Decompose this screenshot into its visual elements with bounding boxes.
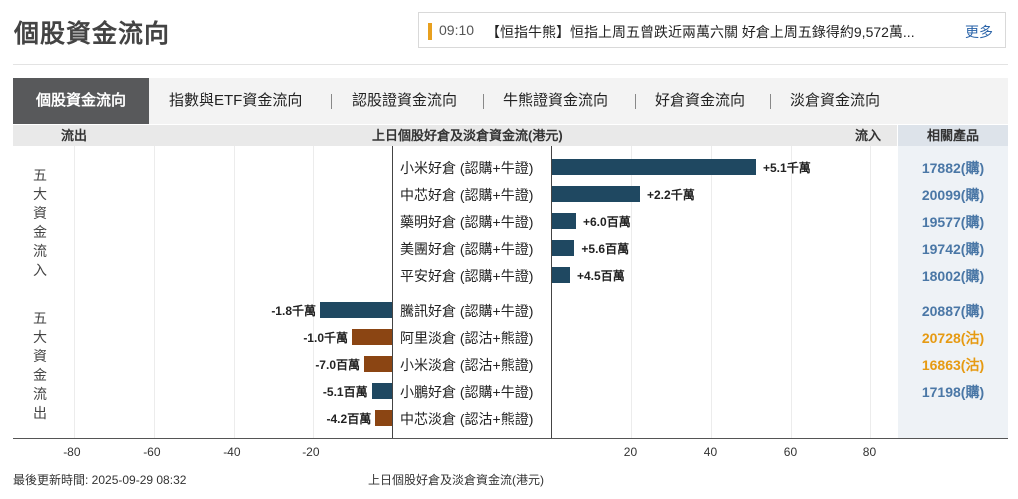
- related-product-link[interactable]: 17198(購): [921, 384, 985, 400]
- related-product-link[interactable]: 20099(購): [921, 187, 985, 203]
- row-label: 阿里淡倉 (認沽+熊證): [400, 330, 534, 346]
- row-label: 小鵬好倉 (認購+牛證): [400, 384, 534, 400]
- chart-header: 流出 上日個股好倉及淡倉資金流(港元) 流入: [13, 125, 897, 146]
- bar[interactable]: [371, 383, 392, 399]
- grid-line: [631, 146, 632, 438]
- bar-value-label: +6.0百萬: [583, 215, 631, 229]
- axis-caption: 上日個股好倉及淡倉資金流(港元): [368, 473, 544, 487]
- related-product-link[interactable]: 20728(沽): [921, 330, 985, 346]
- news-marker: [428, 23, 432, 40]
- bar[interactable]: [552, 186, 640, 202]
- related-products-column: [898, 146, 1008, 438]
- x-tick-label: 40: [703, 445, 718, 459]
- bar[interactable]: [364, 356, 392, 372]
- grid-line: [870, 146, 871, 438]
- bar-value-label: +4.5百萬: [577, 269, 625, 283]
- tab-stock-fund-flow[interactable]: 個股資金流向: [13, 78, 149, 124]
- last-updated: 最後更新時間: 2025-09-29 08:32: [13, 473, 187, 487]
- grid-line: [154, 146, 155, 438]
- grid-line: [313, 146, 314, 438]
- news-more-link[interactable]: 更多: [965, 24, 993, 40]
- bar-value-label: +2.2千萬: [647, 188, 695, 202]
- row-label: 中芯淡倉 (認沽+熊證): [400, 411, 534, 427]
- x-tick-label: -60: [143, 445, 161, 459]
- bar[interactable]: [375, 410, 392, 426]
- grid-line: [74, 146, 75, 438]
- bar[interactable]: [320, 302, 392, 318]
- x-tick-label: -40: [223, 445, 241, 459]
- bar-value-label: -4.2百萬: [326, 412, 372, 426]
- top-divider: [13, 64, 1008, 65]
- tab-separator: [331, 94, 332, 109]
- x-tick-label: -80: [63, 445, 81, 459]
- zero-axis-line: [551, 146, 552, 438]
- bar[interactable]: [352, 329, 392, 345]
- tab-warrant-fund-flow[interactable]: 認股證資金流向: [352, 92, 458, 109]
- grid-line: [711, 146, 712, 438]
- tab-long-fund-flow[interactable]: 好倉資金流向: [655, 92, 746, 109]
- x-tick-label: 60: [783, 445, 798, 459]
- tab-separator: [770, 94, 771, 109]
- row-label: 騰訊好倉 (認購+牛證): [400, 303, 534, 319]
- related-product-link[interactable]: 19742(購): [921, 241, 985, 257]
- bar[interactable]: [552, 240, 575, 256]
- bar-value-label: -5.1百萬: [322, 385, 368, 399]
- row-label: 藥明好倉 (認購+牛證): [400, 214, 534, 230]
- grid-line: [791, 146, 792, 438]
- news-time: 09:10: [439, 22, 475, 38]
- bar[interactable]: [552, 159, 756, 175]
- group-label-outflow: 五大資金流出: [33, 310, 47, 421]
- bar-value-label: +5.1千萬: [763, 161, 811, 175]
- related-product-link[interactable]: 19577(購): [921, 214, 985, 230]
- tab-bar: 個股資金流向 指數與ETF資金流向 認股證資金流向 牛熊證資金流向 好倉資金流向…: [13, 78, 1008, 124]
- label-panel-left-border: [392, 146, 393, 438]
- page-title: 個股資金流向: [14, 20, 171, 48]
- tab-cbbc-fund-flow[interactable]: 牛熊證資金流向: [503, 92, 609, 109]
- x-tick-label: 20: [623, 445, 638, 459]
- bar[interactable]: [552, 267, 570, 283]
- related-product-link[interactable]: 16863(沽): [921, 357, 985, 373]
- row-label-panel: [392, 146, 552, 438]
- x-tick-label: 80: [862, 445, 877, 459]
- bar-value-label: -1.0千萬: [303, 331, 348, 345]
- row-label: 小米淡倉 (認沽+熊證): [400, 357, 534, 373]
- tab-short-fund-flow[interactable]: 淡倉資金流向: [790, 92, 881, 109]
- row-label: 小米好倉 (認購+牛證): [400, 160, 534, 176]
- x-tick-label: -20: [302, 445, 320, 459]
- tab-index-etf-fund-flow[interactable]: 指數與ETF資金流向: [169, 92, 303, 109]
- header-outflow: 流出: [61, 128, 88, 143]
- row-label: 美團好倉 (認購+牛證): [400, 241, 534, 257]
- row-label: 平安好倉 (認購+牛證): [400, 268, 534, 284]
- header-related-products: 相關產品: [898, 125, 1008, 146]
- header-inflow: 流入: [855, 128, 882, 143]
- bar-value-label: -1.8千萬: [271, 304, 316, 318]
- grid-line: [234, 146, 235, 438]
- related-product-link[interactable]: 20887(購): [921, 303, 985, 319]
- bar-value-label: -7.0百萬: [315, 358, 360, 372]
- x-axis-line: [13, 438, 1008, 439]
- header-chart-title: 上日個股好倉及淡倉資金流(港元): [372, 128, 563, 143]
- tab-separator: [483, 94, 484, 109]
- tab-separator: [635, 94, 636, 109]
- bar-value-label: +5.6百萬: [581, 242, 630, 256]
- row-label: 中芯好倉 (認購+牛證): [400, 187, 534, 203]
- related-product-link[interactable]: 17882(購): [921, 160, 985, 176]
- bar[interactable]: [552, 213, 576, 229]
- group-label-inflow: 五大資金流入: [33, 167, 47, 278]
- news-ticker[interactable]: 09:10 【恒指牛熊】恒指上周五曾跌近兩萬六關 好倉上周五錄得約9,572萬.…: [418, 12, 1006, 48]
- related-product-link[interactable]: 18002(購): [921, 268, 985, 284]
- news-headline[interactable]: 【恒指牛熊】恒指上周五曾跌近兩萬六關 好倉上周五錄得約9,572萬...: [486, 24, 915, 40]
